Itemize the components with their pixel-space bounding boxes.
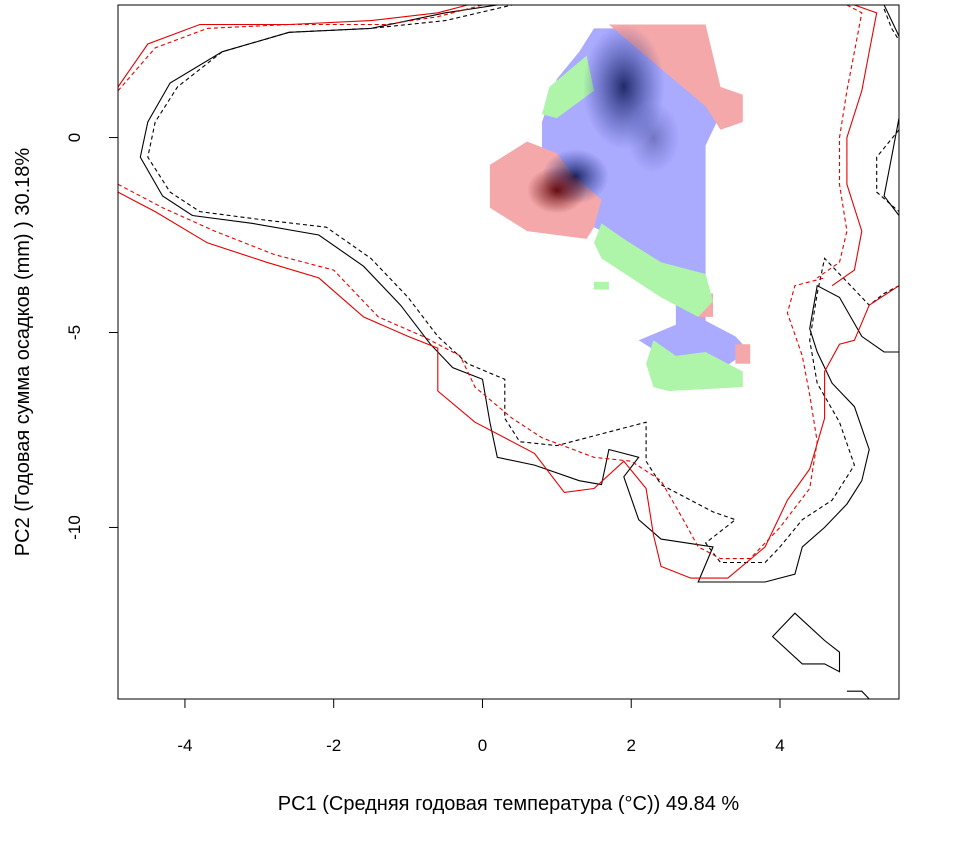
x-axis-title: PC1 (Средняя годовая температура (°C)) 4… bbox=[278, 793, 740, 815]
contour-black-dashed-6 bbox=[289, 5, 513, 33]
contour-red-dashed-13 bbox=[118, 5, 483, 92]
y-tick-label: -10 bbox=[65, 515, 84, 540]
contour-black-solid-1 bbox=[139, 31, 899, 583]
zone-green-zone-5 bbox=[594, 223, 713, 317]
contour-red-solid-12 bbox=[831, 5, 878, 287]
contour-red-solid-11 bbox=[118, 191, 899, 579]
density-hotspots bbox=[527, 24, 680, 214]
hotspot-blue-dense-2 bbox=[627, 102, 680, 173]
x-tick-label: 4 bbox=[775, 736, 784, 755]
contour-black-solid-2 bbox=[771, 612, 841, 673]
zone-green-zone-7 bbox=[542, 55, 594, 119]
contour-red-dashed-14 bbox=[118, 183, 825, 560]
x-tick-label: 2 bbox=[626, 736, 635, 755]
y-axis-title: PC2 (Годовая сумма осадков (mm) ) 30.18% bbox=[12, 148, 34, 557]
contour-red-dashed-15 bbox=[816, 5, 863, 279]
zone-red-zone-4 bbox=[735, 344, 751, 364]
y-tick-label: 0 bbox=[65, 133, 84, 142]
contour-black-dashed-7 bbox=[147, 31, 899, 564]
contour-black-solid-0 bbox=[289, 5, 498, 33]
contour-black-solid-3 bbox=[846, 690, 870, 699]
contour-black-solid-4 bbox=[883, 5, 899, 37]
contour-black-solid-5 bbox=[883, 117, 899, 216]
contour-red-solid-10 bbox=[118, 5, 468, 88]
hotspot-red-dense-3 bbox=[527, 166, 587, 214]
y-axis: -10 -5 0 bbox=[65, 133, 119, 540]
contour-black-dashed-9 bbox=[876, 129, 899, 213]
contour-lines bbox=[118, 5, 899, 699]
plot-area bbox=[118, 5, 899, 699]
x-tick-label: -4 bbox=[177, 736, 192, 755]
y-tick-label: -5 bbox=[65, 325, 84, 340]
contour-black-dashed-8 bbox=[883, 8, 899, 41]
zone-green-zone-8 bbox=[594, 281, 609, 290]
x-tick-label: -2 bbox=[326, 736, 341, 755]
x-axis: -4 -2 0 2 4 bbox=[177, 698, 785, 755]
x-tick-label: 0 bbox=[478, 736, 487, 755]
plot-frame bbox=[117, 4, 900, 700]
zone-green-zone-6 bbox=[646, 340, 743, 391]
